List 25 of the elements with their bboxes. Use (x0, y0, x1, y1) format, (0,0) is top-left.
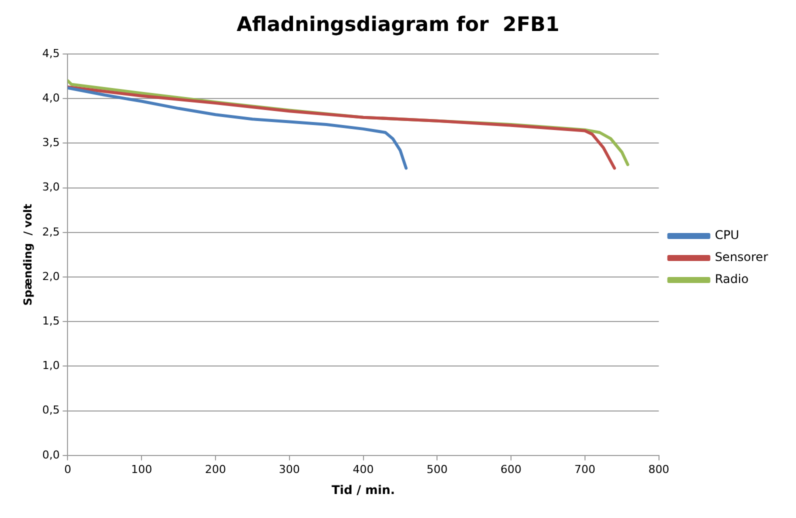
y-tick-label: 0,5 (42, 404, 60, 417)
legend-label: Radio (714, 272, 749, 286)
legend-label: CPU (714, 228, 740, 242)
x-tick-label: 0 (64, 462, 72, 476)
y-tick-label: 4,0 (42, 91, 60, 104)
x-tick-label: 600 (500, 462, 522, 476)
y-tick-label: 0,0 (42, 448, 60, 462)
x-axis-title: Tid / min. (332, 482, 395, 497)
chart-title: Afladningsdiagram for 2FB1 (236, 12, 560, 36)
y-tick-label: 4,5 (42, 46, 60, 60)
x-tick-label: 500 (426, 462, 448, 476)
y-tick-label: 1,0 (42, 359, 60, 372)
y-tick-label: 3,5 (42, 136, 60, 150)
y-tick-label: 2,5 (42, 225, 60, 238)
y-axis-title: Spænding / volt (21, 204, 34, 306)
x-tick-label: 100 (131, 462, 152, 476)
legend-label: Sensorer (714, 250, 768, 264)
y-tick-label: 3,0 (42, 180, 60, 194)
x-tick-label: 800 (648, 462, 670, 476)
y-tick-label: 2,0 (42, 270, 60, 283)
y-tick-label: 1,5 (42, 314, 60, 328)
x-tick-label: 700 (574, 462, 596, 476)
x-tick-label: 400 (352, 462, 374, 476)
x-tick-label: 300 (278, 462, 300, 476)
x-tick-label: 200 (204, 462, 226, 476)
